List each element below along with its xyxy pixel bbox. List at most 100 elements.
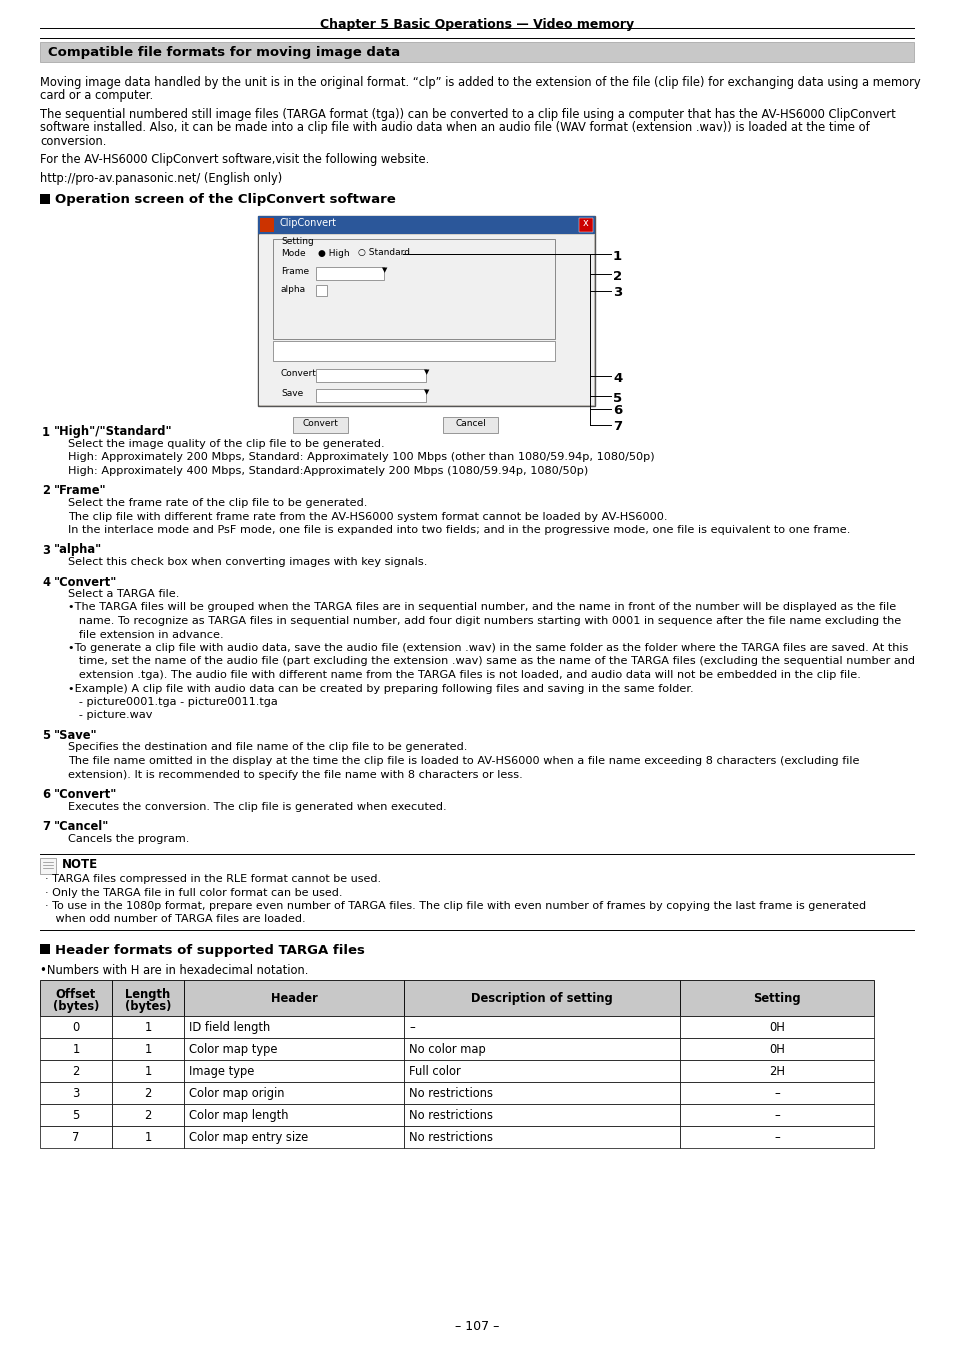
Text: 7: 7 [72, 1131, 80, 1143]
Bar [679, 1017, 873, 1038]
Text: · To use in the 1080p format, prepare even number of TARGA files. The clip file : · To use in the 1080p format, prepare ev… [45, 900, 865, 911]
Bar [315, 369, 426, 382]
Text: 3: 3 [72, 1087, 80, 1100]
Text: 5: 5 [42, 729, 50, 742]
Text: Setting: Setting [281, 238, 314, 247]
Bar [403, 1060, 679, 1081]
Text: •Numbers with H are in hexadecimal notation.: •Numbers with H are in hexadecimal notat… [40, 964, 308, 977]
Text: when odd number of TARGA files are loaded.: when odd number of TARGA files are loade… [45, 914, 305, 925]
Text: No color map: No color map [409, 1044, 485, 1056]
Text: •The TARGA files will be grouped when the TARGA files are in sequential number, : •The TARGA files will be grouped when th… [68, 602, 895, 613]
Bar [315, 285, 327, 296]
Text: card or a computer.: card or a computer. [40, 89, 153, 103]
Bar [40, 1104, 112, 1126]
Bar [679, 1081, 873, 1104]
Bar [112, 1081, 184, 1104]
Text: No restrictions: No restrictions [409, 1131, 493, 1143]
Bar [315, 389, 426, 401]
Text: Length: Length [125, 988, 171, 1000]
Bar [315, 266, 384, 279]
Text: Mode: Mode [281, 248, 305, 258]
Text: ID field length: ID field length [189, 1021, 270, 1034]
Text: Cancel: Cancel [455, 420, 485, 428]
Bar [679, 980, 873, 1017]
Bar [40, 1126, 112, 1147]
Text: 1: 1 [613, 250, 621, 262]
Text: High: Approximately 200 Mbps, Standard: Approximately 100 Mbps (other than 1080/: High: Approximately 200 Mbps, Standard: … [68, 452, 654, 463]
Text: "Cancel": "Cancel" [54, 819, 110, 833]
Text: For the AV-HS6000 ClipConvert software,visit the following website.: For the AV-HS6000 ClipConvert software,v… [40, 154, 429, 166]
Text: Operation screen of the ClipConvert software: Operation screen of the ClipConvert soft… [55, 193, 395, 207]
Text: The file name omitted in the display at the time the clip file is loaded to AV-H: The file name omitted in the display at … [68, 756, 859, 765]
Bar [40, 1060, 112, 1081]
Bar [112, 1126, 184, 1147]
Text: (bytes): (bytes) [52, 1000, 99, 1012]
Bar [184, 1081, 403, 1104]
Text: Convert: Convert [281, 369, 316, 378]
Text: 1: 1 [144, 1065, 152, 1079]
Text: Image type: Image type [189, 1065, 254, 1079]
Text: 7: 7 [42, 819, 50, 833]
Text: Frame: Frame [281, 266, 309, 275]
Text: 0H: 0H [768, 1044, 784, 1056]
Text: The clip file with different frame rate from the AV-HS6000 system format cannot : The clip file with different frame rate … [68, 512, 667, 521]
Text: conversion.: conversion. [40, 135, 107, 148]
Bar [258, 235, 594, 405]
Bar [112, 980, 184, 1017]
Text: High: Approximately 400 Mbps, Standard:Approximately 200 Mbps (1080/59.94p, 1080: High: Approximately 400 Mbps, Standard:A… [68, 466, 588, 477]
Text: 6: 6 [42, 788, 51, 801]
Text: alpha: alpha [281, 285, 306, 293]
Text: No restrictions: No restrictions [409, 1087, 493, 1100]
Bar [403, 1038, 679, 1060]
Text: 3: 3 [613, 286, 621, 300]
Text: The sequential numbered still image files (TARGA format (tga)) can be converted : The sequential numbered still image file… [40, 108, 895, 122]
Text: 1: 1 [144, 1044, 152, 1056]
Bar [403, 980, 679, 1017]
Text: 2: 2 [613, 270, 621, 282]
Bar [40, 1038, 112, 1060]
Text: - picture0001.tga - picture0011.tga: - picture0001.tga - picture0011.tga [68, 697, 277, 707]
Text: extension). It is recommended to specify the file name with 8 characters or less: extension). It is recommended to specify… [68, 769, 522, 779]
Text: 4: 4 [42, 575, 50, 589]
Text: 4: 4 [613, 371, 621, 385]
Bar [40, 980, 112, 1017]
Text: Color map length: Color map length [189, 1108, 288, 1122]
Bar [578, 217, 593, 231]
Text: 5: 5 [72, 1108, 80, 1122]
Text: file extension in advance.: file extension in advance. [68, 629, 223, 640]
Bar [403, 1126, 679, 1147]
Text: 0H: 0H [768, 1021, 784, 1034]
Text: ▼: ▼ [381, 267, 387, 274]
Bar [184, 1017, 403, 1038]
Text: 3: 3 [42, 544, 50, 556]
Bar [679, 1104, 873, 1126]
Text: ▼: ▼ [423, 390, 429, 396]
Text: Color map type: Color map type [189, 1044, 277, 1056]
Text: 1: 1 [42, 425, 50, 439]
Bar [184, 1038, 403, 1060]
Text: Select the image quality of the clip file to be generated.: Select the image quality of the clip fil… [68, 439, 384, 450]
Text: Offset: Offset [56, 988, 96, 1000]
Text: 2H: 2H [768, 1065, 784, 1079]
Text: 2: 2 [72, 1065, 80, 1079]
Bar [40, 42, 913, 62]
Text: "Convert": "Convert" [54, 575, 117, 589]
Text: "Convert": "Convert" [54, 788, 117, 801]
Bar [184, 980, 403, 1017]
Bar [679, 1126, 873, 1147]
Bar [184, 1126, 403, 1147]
Text: Description of setting: Description of setting [471, 992, 612, 1004]
Bar [112, 1060, 184, 1081]
Bar [679, 1038, 873, 1060]
Text: ClipConvert: ClipConvert [280, 219, 336, 228]
Bar [260, 217, 274, 231]
Text: Color map origin: Color map origin [189, 1087, 284, 1100]
Bar [40, 859, 56, 873]
Text: extension .tga). The audio file with different name from the TARGA files is not : extension .tga). The audio file with dif… [68, 670, 860, 680]
Text: Select a TARGA file.: Select a TARGA file. [68, 589, 179, 599]
Text: Header: Header [271, 992, 317, 1004]
Text: –: – [773, 1087, 779, 1100]
Text: 5: 5 [613, 392, 621, 405]
Text: Moving image data handled by the unit is in the original format. “clp” is added : Moving image data handled by the unit is… [40, 76, 920, 89]
Text: "High"/"Standard": "High"/"Standard" [54, 425, 172, 439]
